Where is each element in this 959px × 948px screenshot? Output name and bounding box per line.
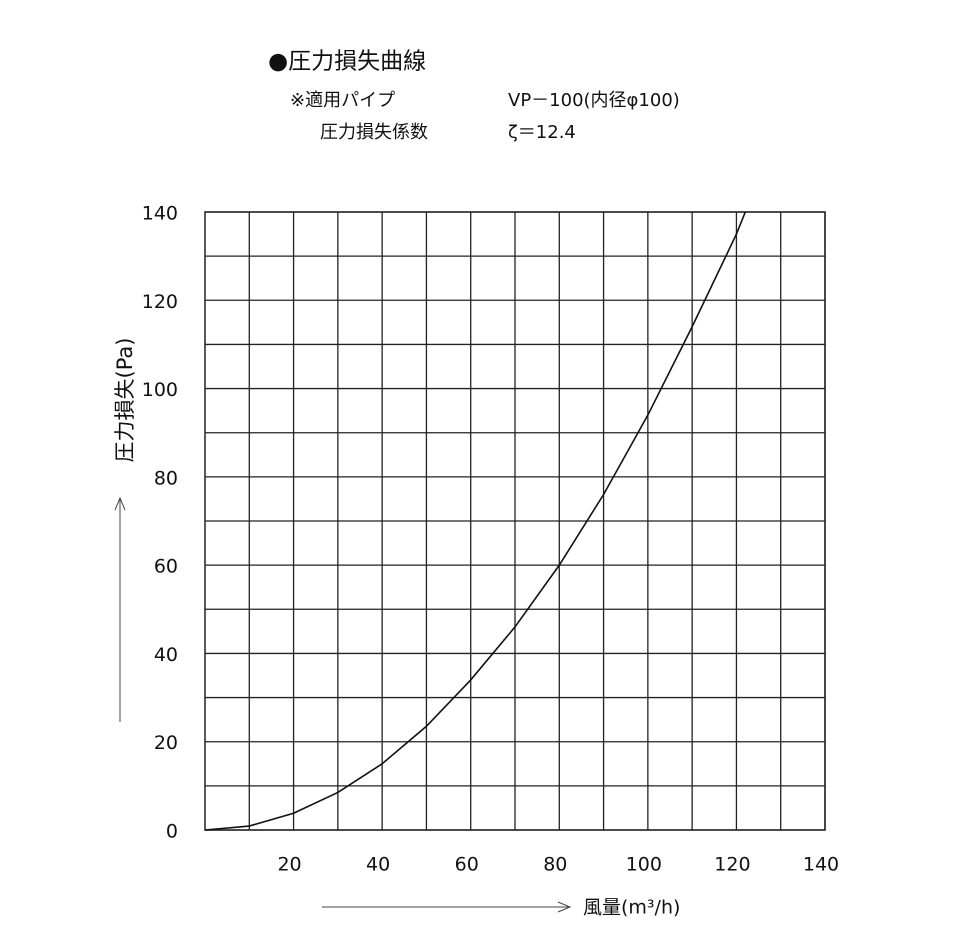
x-tick-label: 80 xyxy=(543,854,567,876)
y-arrow-head xyxy=(114,496,126,511)
x-tick-label: 20 xyxy=(277,854,301,876)
y-tick-label: 20 xyxy=(154,732,178,754)
subtitle-label: ※適用パイプ xyxy=(290,90,395,111)
x-tick-label: 120 xyxy=(714,854,750,876)
curve xyxy=(204,211,747,831)
y-axis-label: 圧力損失(Pa) xyxy=(113,338,137,463)
subtitle-label: 圧力損失係数 xyxy=(320,122,428,143)
x-tick-label: 60 xyxy=(455,854,479,876)
subtitle-value: VP－100(内径φ100) xyxy=(508,90,680,111)
subtitle-value: ζ＝12.4 xyxy=(508,122,576,143)
y-tick-label: 40 xyxy=(154,644,178,666)
x-tick-label: 140 xyxy=(803,854,839,876)
y-tick-label: 80 xyxy=(154,467,178,489)
y-tick-label: 140 xyxy=(142,203,178,225)
y-tick-label: 0 xyxy=(166,821,178,843)
x-arrow-head xyxy=(557,901,572,913)
x-tick-label: 100 xyxy=(626,854,662,876)
x-tick-label: 40 xyxy=(366,854,390,876)
y-tick-label: 100 xyxy=(142,379,178,401)
x-axis-label: 風量(m³/h) xyxy=(583,897,680,919)
chart-title: ●圧力損失曲線 xyxy=(268,49,426,75)
y-tick-label: 120 xyxy=(142,291,178,313)
y-tick-label: 60 xyxy=(154,556,178,578)
